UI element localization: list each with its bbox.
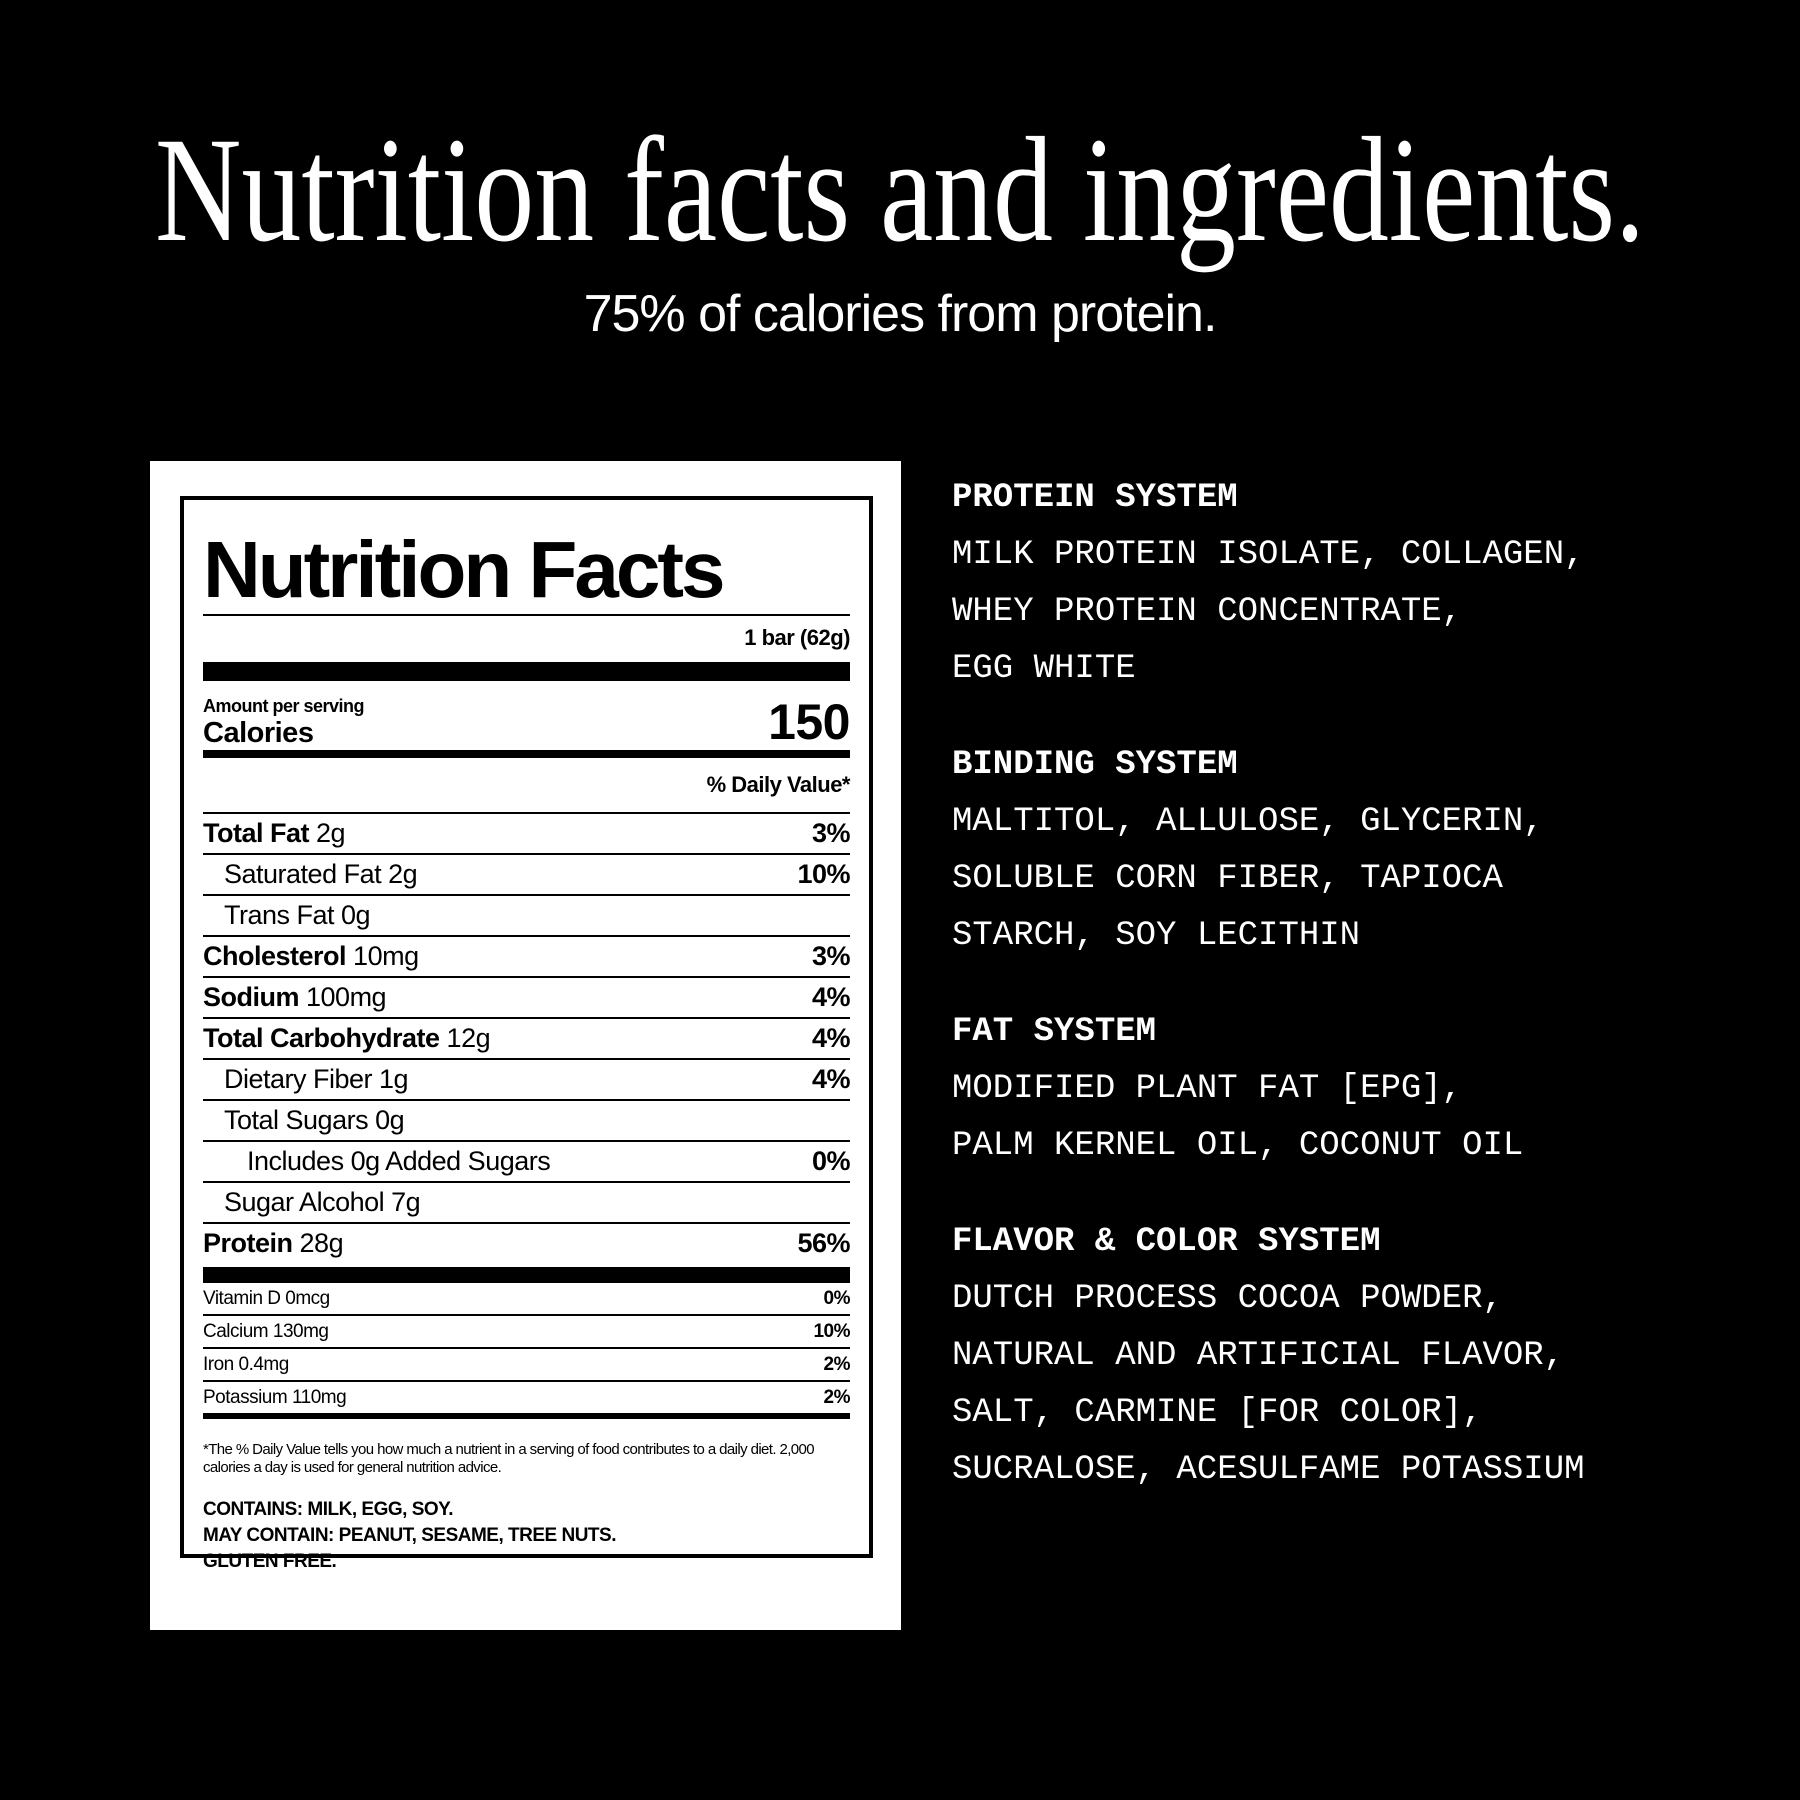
nutrient-row: Total Sugars 0g — [203, 1099, 850, 1140]
daily-value-header: % Daily Value* — [706, 772, 851, 797]
ingredient-line: SUCRALOSE, ACESULFAME POTASSIUM — [952, 1451, 1585, 1489]
nutrient-label: Cholesterol — [203, 941, 347, 971]
nutrition-label: Nutrition Facts 1 bar (62g) Amount per s… — [180, 496, 873, 1572]
vitamin-row: Calcium 130mg 10% — [203, 1316, 850, 1349]
nutrient-row: Dietary Fiber 1g 4% — [203, 1058, 851, 1099]
ingredient-section: PROTEIN SYSTEM MILK PROTEIN ISOLATE, COLL… — [952, 478, 1585, 706]
daily-value: 3% — [811, 818, 851, 848]
nutrient-amount: 28g — [299, 1228, 344, 1258]
ingredient-line: PALM KERNEL OIL, COCONUT OIL — [952, 1127, 1524, 1165]
nutrient-name: Trans Fat 0g — [224, 900, 371, 930]
nutrient-amount: 100mg — [306, 982, 387, 1012]
nutrient-row: Protein 28g 56% — [203, 1222, 850, 1263]
vitamin-dv: 2% — [823, 1353, 851, 1375]
ingredient-heading: FLAVOR & COLOR SYSTEM — [952, 1223, 1381, 1261]
ingredient-section: FAT SYSTEM MODIFIED PLANT FAT [EPG], PALM … — [952, 1012, 1585, 1183]
calories-value: 150 — [768, 694, 850, 750]
nutrient-name: Dietary Fiber 1g — [224, 1064, 409, 1094]
nutrient-amount: 12g — [446, 1023, 491, 1053]
nutrient-name: Protein 28g — [203, 1228, 344, 1259]
daily-value: 10% — [797, 859, 850, 889]
nutrient-label: Protein — [203, 1228, 293, 1258]
ingredient-line: SOLUBLE CORN FIBER, TAPIOCA — [952, 860, 1503, 898]
nutrient-amount: 2g — [316, 818, 346, 848]
footnote: *The % Daily Value tells you how much a … — [203, 1441, 815, 1476]
daily-value: 56% — [797, 1228, 850, 1258]
vitamin-row: Vitamin D 0mcg 0% — [203, 1283, 851, 1316]
title-area: Nutrition facts and ingredients. — [155, 107, 1645, 273]
daily-value: 4% — [811, 982, 851, 1012]
vitamin-row: Iron 0.4mg 2% — [203, 1349, 851, 1382]
ingredients: PROTEIN SYSTEM MILK PROTEIN ISOLATE, COLL… — [952, 478, 1585, 1546]
calories-row: Amount per serving Calories 150 — [203, 681, 850, 750]
amount-per-serving: Amount per serving — [203, 696, 365, 716]
ingredient-line: DUTCH PROCESS COCOA POWDER, — [952, 1280, 1503, 1318]
nutrition-card: Nutrition Facts 1 bar (62g) Amount per s… — [150, 461, 901, 1630]
title: Nutrition facts and ingredients. — [155, 107, 1645, 273]
allergen-line: CONTAINS: MILK, EGG, SOY. — [203, 1499, 454, 1520]
allergen-line: GLUTEN FREE. — [203, 1551, 337, 1572]
nutrient-label: Total Fat — [203, 818, 310, 848]
vitamin-dv: 0% — [823, 1287, 851, 1309]
ingredient-line: STARCH, SOY LECITHIN — [952, 917, 1361, 955]
vitamin-name: Iron 0.4mg — [203, 1353, 289, 1375]
nutrient-name: Total Sugars 0g — [224, 1105, 405, 1135]
nutrient-row: Sodium 100mg 4% — [203, 976, 851, 1017]
nutrient-name: Sugar Alcohol 7g — [224, 1187, 421, 1217]
nutrient-row: Includes 0g Added Sugars 0% — [203, 1140, 851, 1181]
vitamin-dv: 10% — [813, 1320, 850, 1342]
nutrient-row: Total Carbohydrate 12g 4% — [203, 1017, 851, 1058]
nutrient-name: Total Carbohydrate 12g — [203, 1023, 491, 1054]
allergen-line: MAY CONTAIN: PEANUT, SESAME, TREE NUTS. — [203, 1525, 616, 1546]
nutrient-name: Includes 0g Added Sugars — [247, 1146, 551, 1176]
ingredient-line: MILK PROTEIN ISOLATE, COLLAGEN, — [952, 536, 1585, 574]
ingredient-line: WHEY PROTEIN CONCENTRATE, — [952, 593, 1463, 631]
nutrient-row: Trans Fat 0g — [203, 894, 850, 935]
vitamin-dv: 2% — [823, 1386, 851, 1408]
daily-value: 0% — [811, 1146, 851, 1176]
ingredient-line: NATURAL AND ARTIFICIAL FLAVOR, — [952, 1337, 1565, 1375]
nutrient-row: Saturated Fat 2g 10% — [203, 853, 850, 894]
daily-value: 4% — [811, 1023, 851, 1053]
nutrient-label: Sodium — [203, 982, 300, 1012]
ingredient-section: BINDING SYSTEM MALTITOL, ALLULOSE, GLYCER… — [952, 745, 1585, 973]
label-title: Nutrition Facts — [203, 525, 725, 614]
nutrient-label: Total Carbohydrate — [203, 1023, 440, 1053]
nutrient-amount: 10mg — [353, 941, 419, 971]
ingredient-section: FLAVOR & COLOR SYSTEM DUTCH PROCESS COCOA… — [952, 1222, 1585, 1507]
nutrient-name: Sodium 100mg — [203, 982, 387, 1013]
ingredient-heading: BINDING SYSTEM — [952, 746, 1238, 784]
daily-value: 4% — [811, 1064, 851, 1094]
subtitle: 75% of calories from protein. — [583, 285, 1218, 343]
nutrient-row: Total Fat 2g 3% — [203, 812, 851, 853]
daily-value: 3% — [811, 941, 851, 971]
nutrient-row: Sugar Alcohol 7g — [203, 1181, 850, 1222]
vitamin-name: Vitamin D 0mcg — [203, 1287, 330, 1309]
serving-size: 1 bar (62g) — [744, 625, 850, 650]
nutrient-name: Total Fat 2g — [203, 818, 346, 849]
vitamin-name: Potassium 110mg — [203, 1386, 347, 1408]
ingredient-heading: PROTEIN SYSTEM — [952, 479, 1238, 517]
vitamin-row: Potassium 110mg 2% — [203, 1382, 851, 1413]
ingredient-heading: FAT SYSTEM — [952, 1013, 1157, 1051]
ingredient-line: SALT, CARMINE [FOR COLOR], — [952, 1394, 1483, 1432]
nutrient-row: Cholesterol 10mg 3% — [203, 935, 851, 976]
nutrient-name: Cholesterol 10mg — [203, 941, 419, 972]
ingredient-line: MALTITOL, ALLULOSE, GLYCERIN, — [952, 803, 1544, 841]
nutrient-name: Saturated Fat 2g — [224, 859, 418, 889]
ingredient-line: MODIFIED PLANT FAT [EPG], — [952, 1070, 1463, 1108]
ingredient-line: EGG WHITE — [952, 650, 1136, 688]
calories-label: Calories — [203, 717, 314, 749]
vitamin-name: Calcium 130mg — [203, 1320, 329, 1342]
